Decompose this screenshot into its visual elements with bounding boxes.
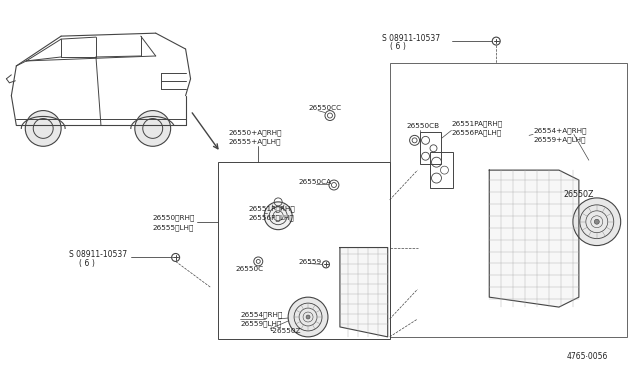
- Circle shape: [595, 219, 599, 224]
- Text: 26550CA: 26550CA: [298, 179, 332, 185]
- Circle shape: [135, 110, 171, 146]
- Text: └26550Z: └26550Z: [268, 328, 301, 334]
- Text: S 08911-10537: S 08911-10537: [381, 33, 440, 43]
- Text: 26550CB: 26550CB: [406, 124, 440, 129]
- Circle shape: [26, 110, 61, 146]
- Text: 26550CC: 26550CC: [308, 105, 341, 110]
- Text: 26550（RH）: 26550（RH）: [153, 214, 195, 221]
- Bar: [429, 152, 453, 188]
- Text: 4765⋅0056: 4765⋅0056: [567, 352, 608, 361]
- Text: 26556P（LH）: 26556P（LH）: [248, 214, 294, 221]
- Bar: [420, 132, 442, 164]
- Text: 26554+A（RH）: 26554+A（RH）: [533, 127, 587, 134]
- Text: S 08911-10537: S 08911-10537: [69, 250, 127, 259]
- Text: 26550+A（RH）: 26550+A（RH）: [228, 129, 282, 136]
- Text: 26551P（RH）: 26551P（RH）: [248, 205, 295, 212]
- Text: 26555+A（LH）: 26555+A（LH）: [228, 138, 281, 145]
- Text: ( 6 ): ( 6 ): [390, 42, 406, 51]
- Bar: [390, 63, 627, 337]
- Text: 26559+A（LH）: 26559+A（LH）: [533, 136, 586, 142]
- Polygon shape: [340, 247, 388, 337]
- Text: 26550C: 26550C: [236, 266, 264, 272]
- Text: 26559（LH）: 26559（LH）: [241, 321, 282, 327]
- Circle shape: [573, 198, 621, 246]
- Text: 26559: 26559: [298, 259, 321, 266]
- Text: 26550Z: 26550Z: [564, 190, 595, 199]
- Polygon shape: [489, 170, 579, 307]
- Text: 26551PA（RH）: 26551PA（RH）: [451, 120, 502, 127]
- Text: ( 6 ): ( 6 ): [79, 259, 95, 268]
- Circle shape: [288, 297, 328, 337]
- Circle shape: [306, 315, 310, 319]
- Text: 26556PA（LH）: 26556PA（LH）: [451, 129, 502, 136]
- Circle shape: [264, 202, 292, 230]
- Text: 26555（LH）: 26555（LH）: [153, 224, 194, 231]
- Text: 26554（RH）: 26554（RH）: [241, 312, 283, 318]
- Bar: [218, 162, 390, 339]
